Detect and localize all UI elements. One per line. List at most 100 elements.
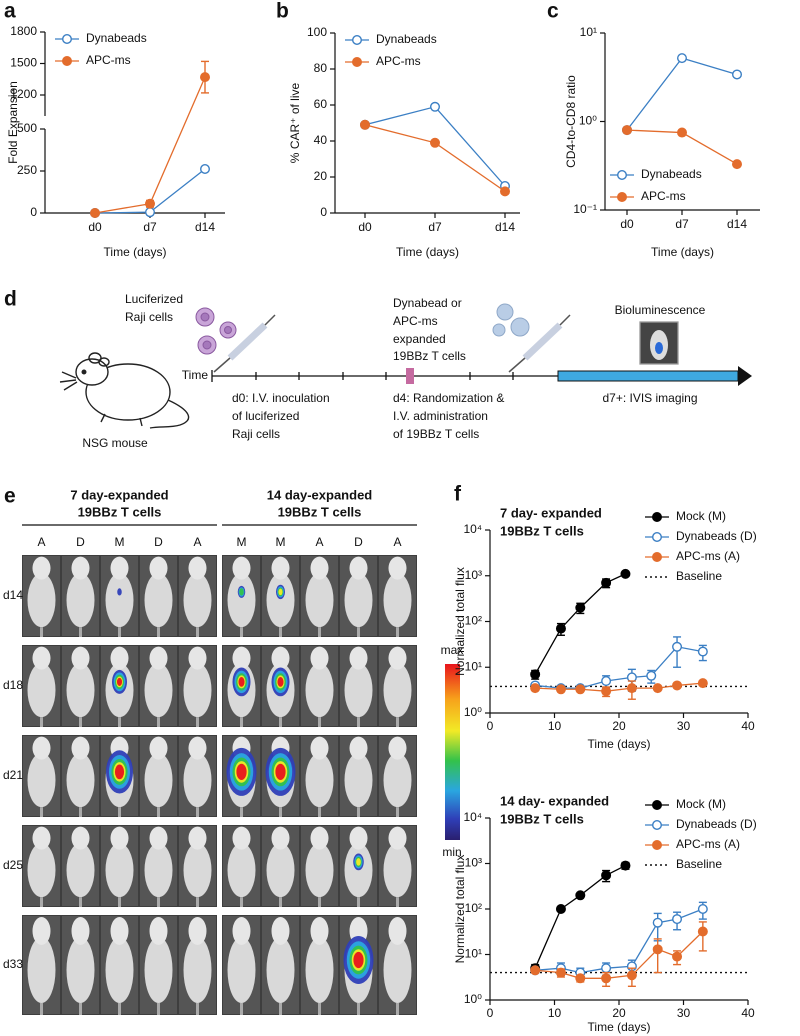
y-tick-label: 10³ — [465, 568, 482, 582]
marker — [500, 186, 511, 197]
marker — [555, 904, 566, 915]
mouse — [271, 826, 290, 850]
signal — [116, 677, 123, 686]
mouse — [388, 826, 407, 850]
mouse — [32, 826, 51, 850]
x-tick-label: d7 — [143, 220, 157, 234]
legend-swatch — [652, 552, 663, 563]
y-tick-label: 10¹ — [465, 947, 482, 961]
legend-label: APC-ms (A) — [676, 549, 740, 563]
marker — [601, 973, 612, 984]
marker — [652, 683, 663, 694]
mouse — [144, 937, 173, 1003]
marker — [601, 676, 612, 687]
y-axis-label: Fold Expansion — [6, 81, 20, 164]
marker — [575, 973, 586, 984]
mouse — [232, 917, 251, 945]
mouse — [149, 646, 168, 670]
x-tick-label: d0 — [620, 217, 634, 231]
mouse — [388, 917, 407, 945]
mouse — [266, 573, 295, 628]
mouse — [183, 753, 212, 808]
legend-label: APC-ms — [86, 53, 131, 67]
mouse — [144, 663, 173, 718]
series-line — [364, 124, 506, 192]
mouse — [188, 646, 207, 670]
mouse — [27, 663, 56, 718]
mouse — [305, 937, 334, 1003]
mouse — [188, 736, 207, 760]
mouse — [383, 753, 412, 808]
x-tick-label: 0 — [487, 1006, 494, 1020]
mouse — [149, 736, 168, 760]
marker — [575, 890, 586, 901]
y-tick-label: 1200 — [10, 87, 37, 101]
diagram-step: d0: I.V. inoculation — [232, 391, 330, 405]
y-axis-label: Normalized total flux — [453, 567, 467, 676]
mouse — [32, 556, 51, 580]
y-tick-label: 20 — [314, 169, 328, 183]
legend-swatch — [617, 191, 628, 202]
x-tick-label: 40 — [741, 1006, 755, 1020]
mouse — [383, 937, 412, 1003]
mouse — [344, 573, 373, 628]
row-label: d14 — [3, 588, 23, 602]
series-line — [626, 57, 738, 131]
y-tick-label: 10⁴ — [463, 522, 482, 536]
marker — [430, 101, 441, 112]
mouse — [310, 556, 329, 580]
row-label: d21 — [3, 768, 23, 782]
mouse — [232, 646, 251, 670]
mouse — [32, 646, 51, 670]
signal — [356, 858, 361, 866]
marker — [144, 207, 155, 218]
x-tick-label: 30 — [677, 719, 691, 733]
mouse — [144, 843, 173, 898]
mouse — [349, 646, 368, 670]
y-tick-label: 10⁴ — [463, 810, 482, 824]
y-axis-label: Normalized total flux — [453, 855, 467, 964]
marker — [732, 159, 743, 170]
column-label: D — [76, 535, 85, 549]
signal — [117, 588, 122, 596]
mouse — [349, 736, 368, 760]
diagram-label: Dynabead or — [393, 296, 462, 310]
mouse — [183, 843, 212, 898]
legend-label: Baseline — [676, 857, 722, 871]
mouse — [71, 917, 90, 945]
marker — [672, 951, 683, 962]
x-tick-label: d0 — [358, 220, 372, 234]
legend-label: Mock (M) — [676, 509, 726, 523]
x-tick-label: 10 — [548, 1006, 562, 1020]
mouse — [271, 917, 290, 945]
legend-label: Dynabeads (D) — [676, 529, 757, 543]
legend-swatch — [352, 57, 363, 68]
legend-swatch — [62, 34, 73, 45]
marker — [677, 53, 688, 64]
mouse — [71, 556, 90, 580]
mouse — [344, 753, 373, 808]
marker — [620, 860, 631, 871]
marker — [575, 602, 586, 613]
mouse — [305, 573, 334, 628]
column-label: D — [354, 535, 363, 549]
marker — [601, 963, 612, 974]
mouse — [110, 556, 129, 580]
syringe-icons — [213, 314, 571, 373]
chart-title: 19BBz T cells — [500, 523, 584, 538]
mouse — [188, 917, 207, 945]
panel-letter: b — [276, 0, 289, 23]
x-axis-label: Time (days) — [651, 245, 714, 259]
chart-title: 7 day- expanded — [500, 505, 602, 520]
mouse — [188, 556, 207, 580]
cell-icons — [195, 303, 530, 355]
y-tick-label: 40 — [314, 133, 328, 147]
marker — [430, 137, 441, 148]
mouse — [144, 753, 173, 808]
mouse — [71, 826, 90, 850]
marker — [530, 669, 541, 680]
marker — [672, 680, 683, 691]
mouse — [105, 937, 134, 1003]
column-label: M — [115, 535, 125, 549]
